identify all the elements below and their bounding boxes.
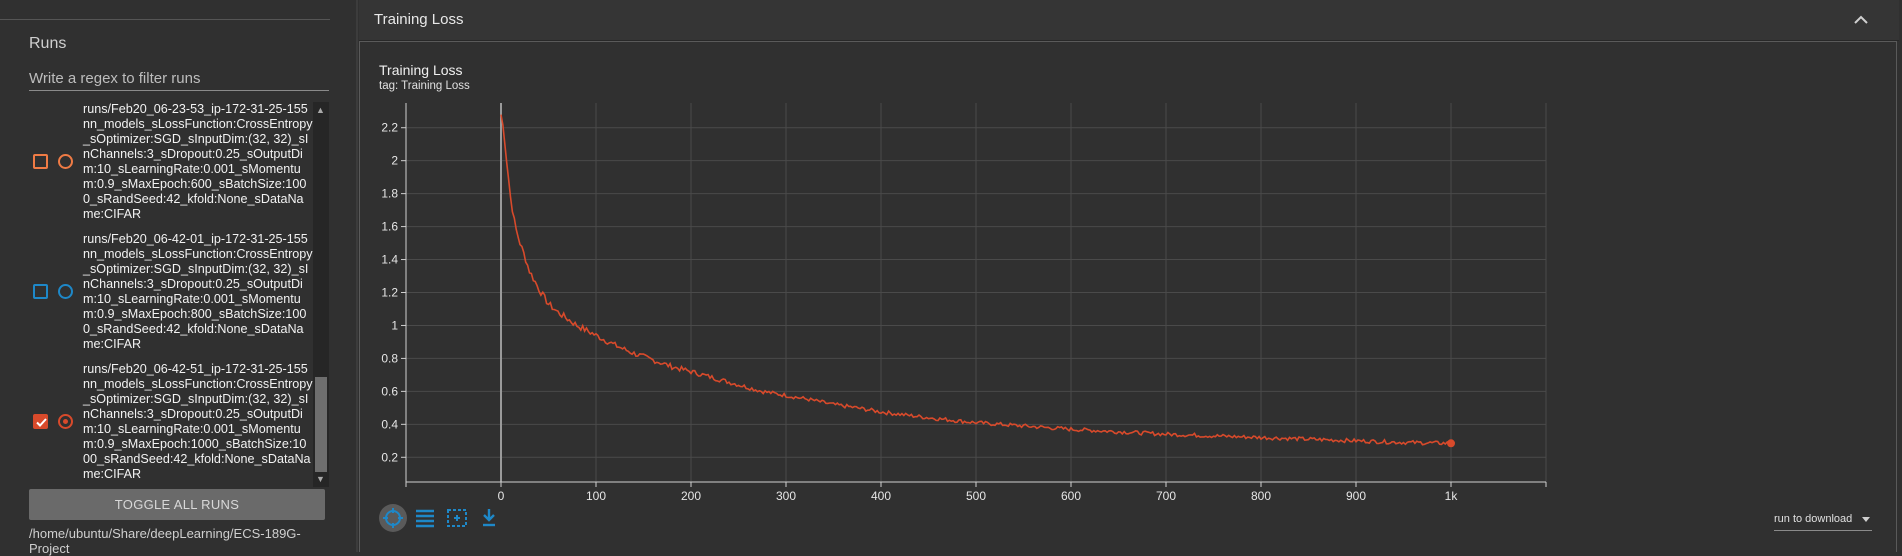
card-header[interactable]: Training Loss [359,0,1899,41]
chart-axes: 0.2 0.4 0.6 0.8 1 1.2 1.4 1.6 1.8 2 2.2 0 100 200 300 4… [381,103,1547,503]
dropdown-caret-icon [1862,517,1870,522]
x-tick-label: 300 [776,489,796,503]
run-radio[interactable] [58,284,73,299]
run-name: runs/Feb20_06-23-53_ip-172-31-25-155nn_m… [83,102,313,221]
run-radio[interactable] [58,414,73,429]
loss-series-line [500,114,1452,446]
download-icon[interactable] [475,504,503,532]
scroll-up-icon[interactable]: ▲ [316,105,325,115]
toggle-all-runs-button[interactable]: TOGGLE ALL RUNS [29,489,325,520]
y-tick-label: 2.2 [381,121,398,135]
x-tick-label: 400 [871,489,891,503]
y-tick-label: 2 [391,154,398,168]
sidebar-divider [0,19,330,20]
run-item[interactable]: runs/Feb20_06-42-01_ip-172-31-25-155nn_m… [0,232,315,354]
run-list-scrollbar[interactable]: ▲ ▼ [313,102,329,487]
run-name: runs/Feb20_06-42-01_ip-172-31-25-155nn_m… [83,232,313,351]
x-tick-label: 500 [966,489,986,503]
run-filter-input[interactable] [29,66,329,91]
x-tick-label: 700 [1156,489,1176,503]
runs-title: Runs [29,35,67,52]
card-header-title: Training Loss [374,11,464,28]
x-tick-label: 900 [1346,489,1366,503]
x-tick-label: 100 [586,489,606,503]
y-tick-label: 1 [391,318,398,332]
run-item[interactable]: runs/Feb20_06-42-51_ip-172-31-25-155nn_m… [0,362,315,484]
x-tick-label: 600 [1061,489,1081,503]
radio-dot [63,419,68,424]
run-checkbox[interactable] [33,414,48,429]
download-run-select[interactable]: run to download [1774,510,1872,531]
y-tick-label: 1.8 [381,187,398,201]
y-tick-label: 1.2 [381,286,398,300]
y-tick-label: 1.4 [381,253,398,267]
scroll-down-icon[interactable]: ▼ [316,474,325,484]
x-tick-label: 1k [1445,489,1459,503]
chart-grid [405,103,1547,482]
chart-card [359,41,1897,552]
series-end-point [1447,439,1455,448]
y-tick-label: 0.4 [381,417,398,431]
y-tick-label: 1.6 [381,220,398,234]
scrollbar-thumb[interactable] [315,377,327,472]
chart-tag: tag: Training Loss [379,80,470,92]
run-checkbox[interactable] [33,284,48,299]
run-radio[interactable] [58,154,73,169]
x-tick-label: 800 [1251,489,1271,503]
x-tick-label: 200 [681,489,701,503]
y-tick-label: 0.8 [381,351,398,365]
run-item[interactable]: runs/Feb20_06-23-53_ip-172-31-25-155nn_m… [0,102,315,224]
main-panel: Training Loss Training Loss tag: Trainin… [359,0,1902,552]
run-name: runs/Feb20_06-42-51_ip-172-31-25-155nn_m… [83,362,313,481]
run-checkbox[interactable] [33,154,48,169]
x-tick-label: 0 [498,489,505,503]
y-tick-label: 0.2 [381,450,398,464]
panel-divider[interactable] [356,0,358,552]
loss-chart[interactable]: 0.2 0.4 0.6 0.8 1 1.2 1.4 1.6 1.8 2 2.2 0 100 200 300 4… [359,0,1902,552]
zoom-selection-icon[interactable] [443,504,471,532]
data-table-icon[interactable] [411,504,439,532]
y-tick-label: 0.6 [381,384,398,398]
chevron-up-icon[interactable] [1851,10,1871,30]
sidebar: Runs runs/Feb20_06-23-53_ip-172-31-25-15… [0,0,358,556]
fit-domain-icon[interactable] [379,504,407,532]
chart-series [500,114,1455,448]
download-select-label: run to download [1774,513,1853,525]
chart-title: Training Loss [379,62,463,78]
run-list: runs/Feb20_06-23-53_ip-172-31-25-155nn_m… [0,102,330,487]
check-icon [36,418,47,427]
